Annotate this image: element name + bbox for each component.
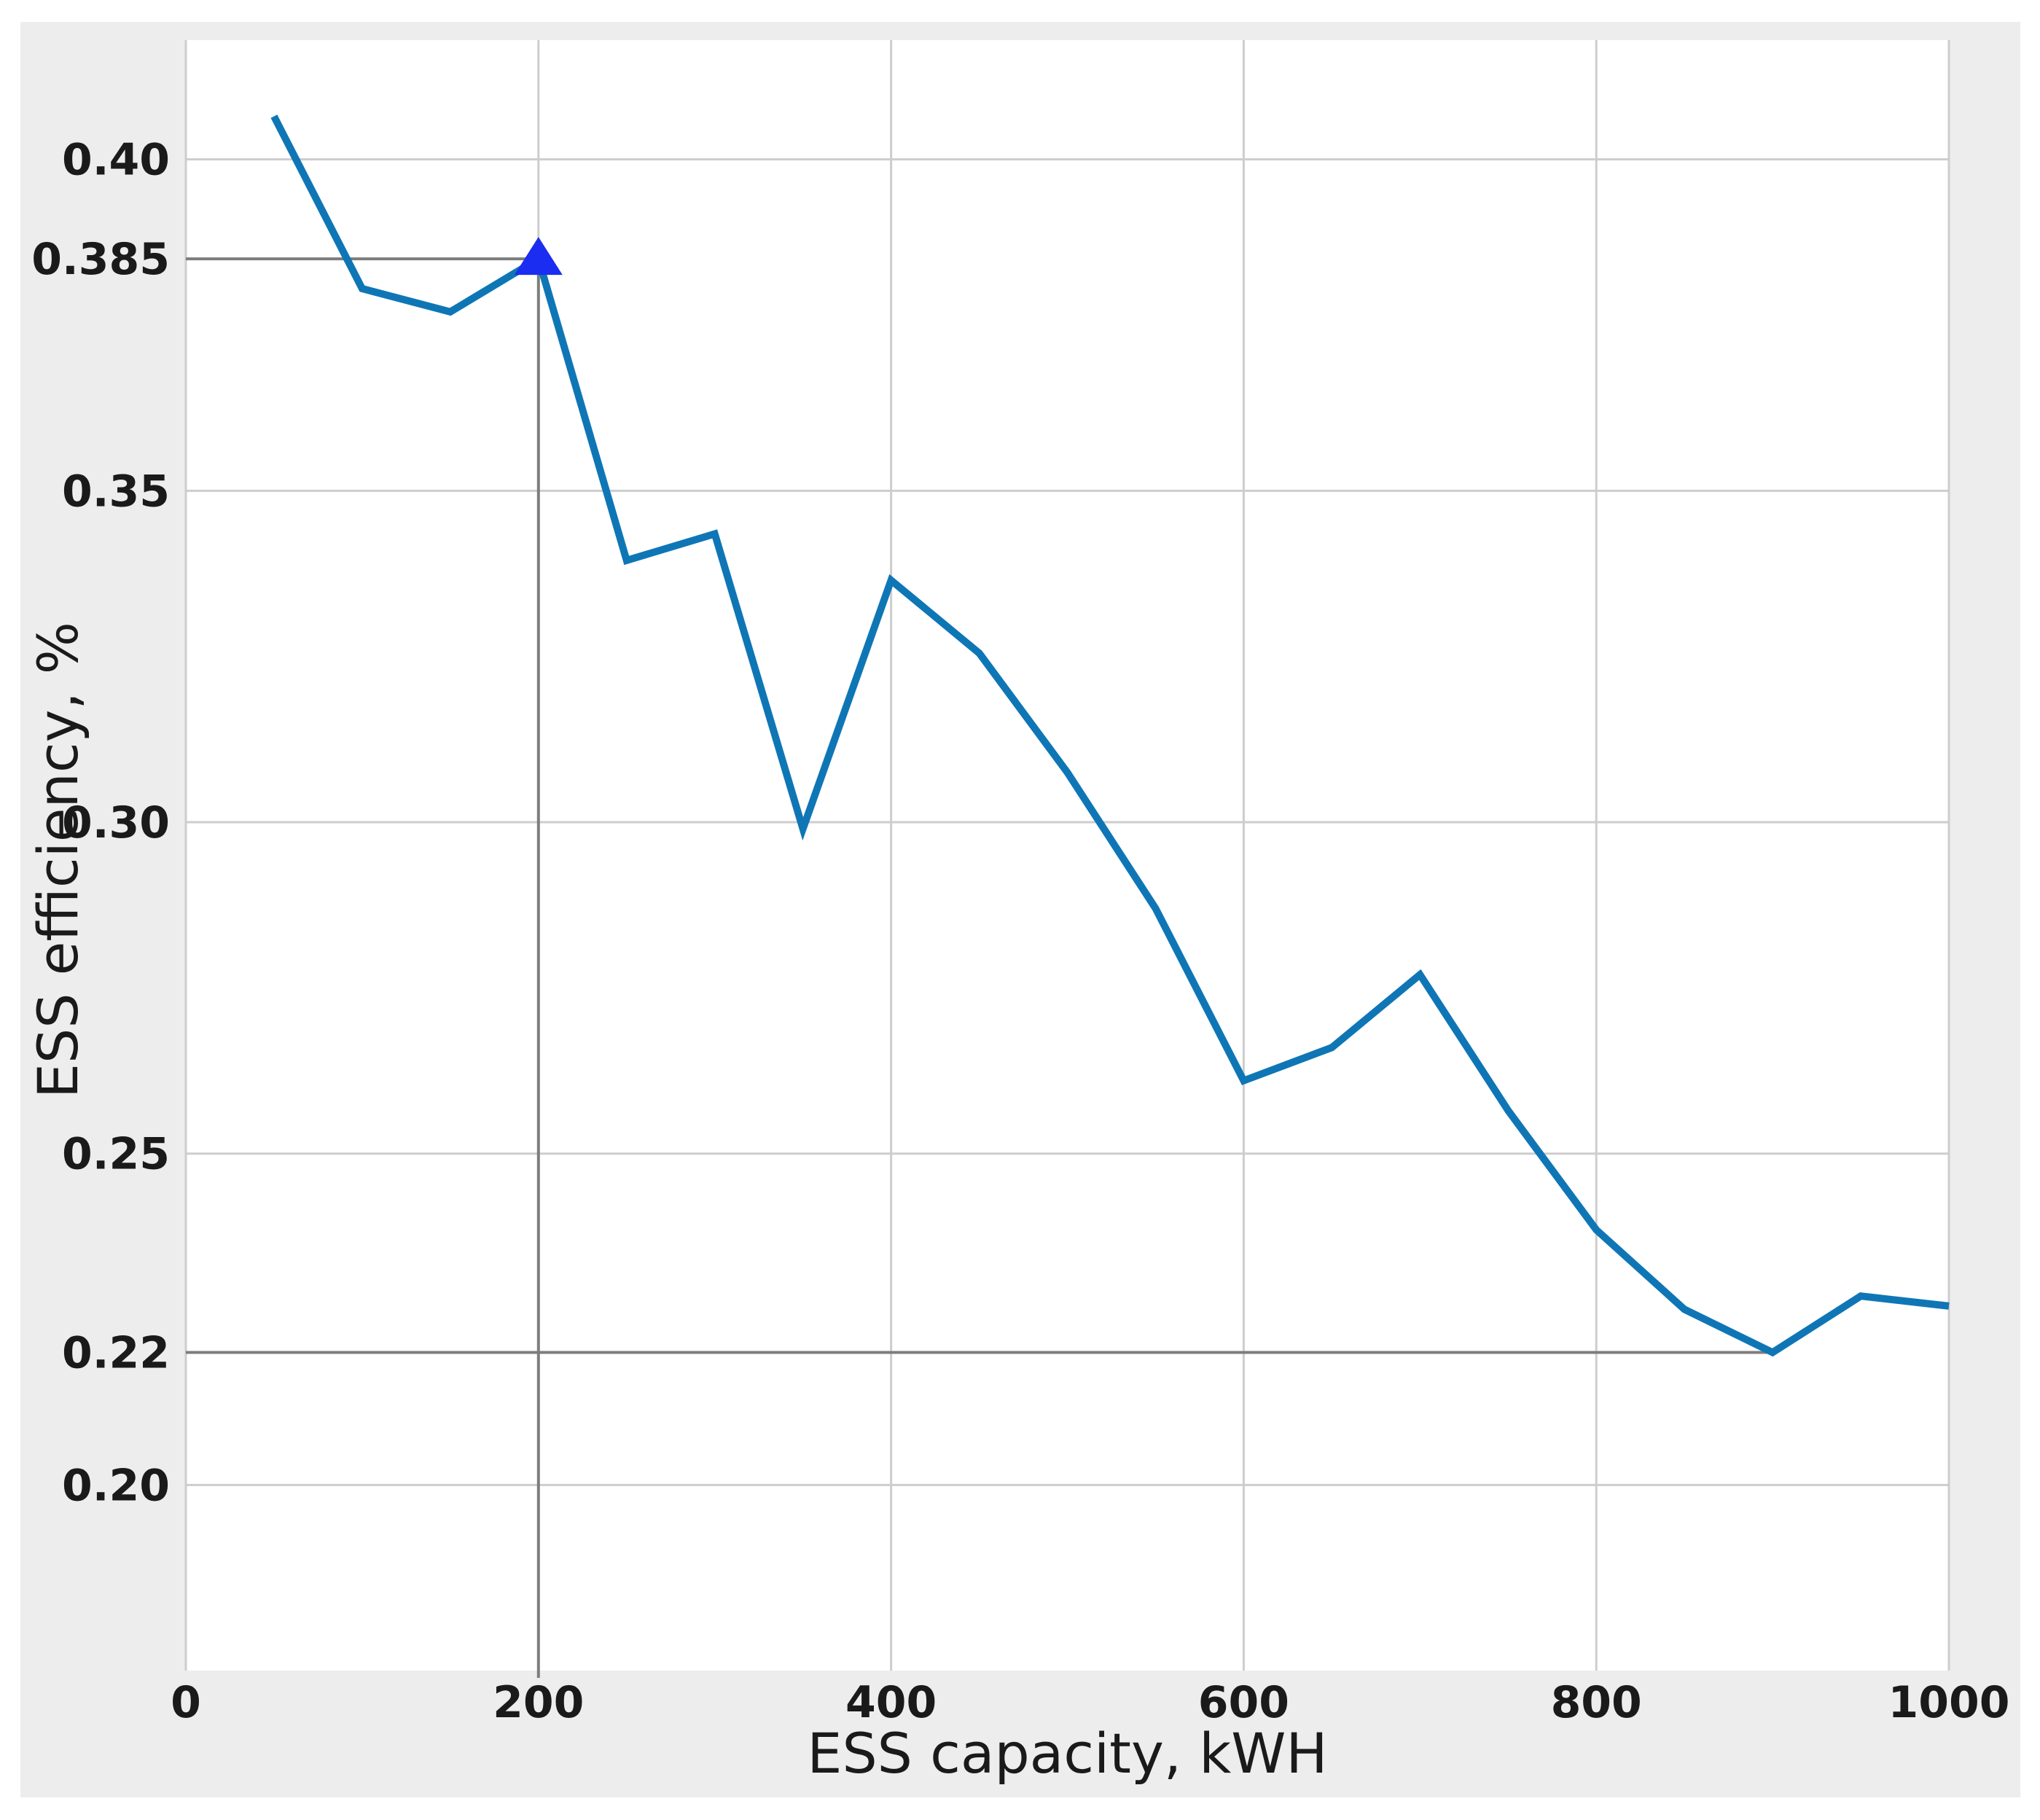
x-tick-label: 200: [493, 1677, 584, 1728]
ess-efficiency-series-line: [270, 114, 1950, 1357]
y-tick-label: 0.20: [62, 1460, 170, 1511]
x-tick-label: 0: [171, 1677, 201, 1728]
y-tick-label: 0.35: [62, 466, 170, 517]
y-tick-label: 0.25: [62, 1129, 170, 1180]
x-tick-label: 800: [1551, 1677, 1642, 1728]
y-tick-label: 0.30: [62, 797, 170, 848]
x-tick-label: 1000: [1888, 1677, 2010, 1728]
x-tick-label: 400: [845, 1677, 937, 1728]
y-tick-label: 0.40: [62, 135, 170, 186]
y-axis-title: ESS efficiency, %: [26, 621, 90, 1099]
selected-point-marker: [514, 237, 563, 276]
x-tick-label: 600: [1198, 1677, 1289, 1728]
x-axis-title: ESS capacity, kWH: [807, 1721, 1328, 1786]
y-tick-label: 0.22: [62, 1328, 170, 1379]
plot-area: [186, 40, 1949, 1671]
y-tick-label: 0.385: [31, 234, 170, 285]
